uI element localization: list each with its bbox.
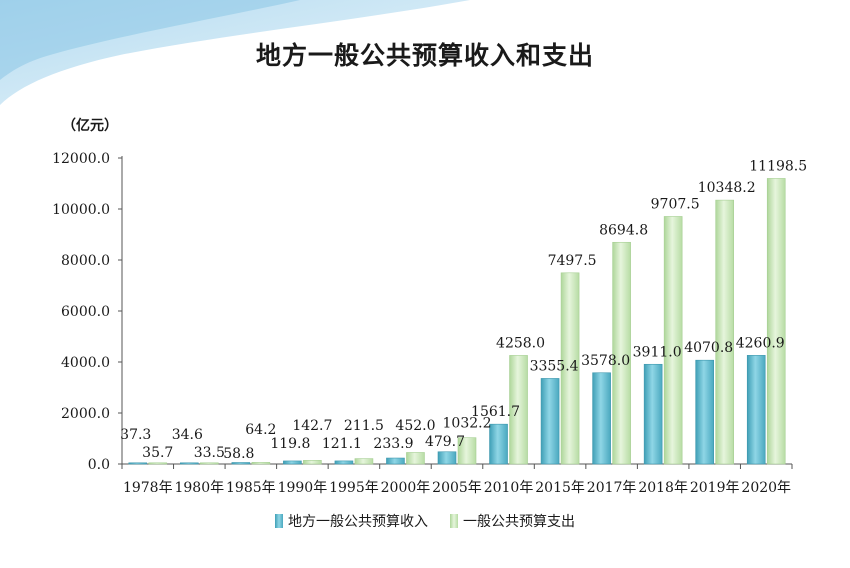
data-label-expenditure-1: 33.5 [194,445,225,461]
data-label-expenditure-7: 4258.0 [496,335,545,351]
bar-expenditure-0 [148,462,168,465]
bar-revenue-3 [283,460,302,465]
legend: 地方一般公共预算收入 一般公共预算支出 [0,511,850,531]
bar-expenditure-12 [766,178,786,465]
bar-expenditure-3 [303,460,322,465]
data-label-revenue-6: 479.7 [425,434,465,450]
data-label-revenue-11: 4070.8 [684,340,733,356]
x-tick-label: 1980年 [174,480,224,496]
data-label-expenditure-8: 7497.5 [548,253,597,269]
bar-expenditure-1 [200,462,219,465]
data-label-expenditure-12: 11198.5 [749,158,807,174]
data-label-expenditure-9: 8694.8 [599,222,648,238]
data-label-expenditure-2: 64.2 [245,422,276,438]
x-tick-label: 2018年 [638,480,688,496]
x-tick-label: 2017年 [587,480,637,496]
data-label-revenue-8: 3355.4 [530,358,579,374]
bar-revenue-7 [489,423,508,465]
bar-revenue-4 [334,460,354,465]
y-tick-label: 12000.0 [52,151,110,167]
bar-revenue-9 [592,372,611,465]
y-tick-label: 8000.0 [61,253,110,269]
bar-expenditure-4 [354,458,374,465]
data-label-expenditure-3: 142.7 [292,418,332,434]
data-label-revenue-9: 3578.0 [581,353,630,369]
data-label-revenue-5: 233.9 [373,436,413,452]
x-tick-label: 1978年 [123,480,173,496]
bar-revenue-11 [695,359,714,465]
legend-swatch-expenditure [450,514,458,528]
y-tick-label: 2000.0 [61,406,110,422]
decorative-corner-wave [0,0,470,105]
bar-revenue-5 [386,457,405,465]
x-tick-label: 2010年 [484,480,534,496]
x-tick-label: 2005年 [432,480,482,496]
data-label-expenditure-4: 211.5 [344,418,384,434]
y-tick-label: 6000.0 [61,304,110,320]
data-label-expenditure-11: 10348.2 [698,180,756,196]
bar-expenditure-7 [509,355,528,465]
bar-revenue-0 [128,462,148,465]
legend-item-expenditure: 一般公共预算支出 [450,511,575,531]
bar-expenditure-5 [406,452,425,465]
bar-revenue-1 [180,462,199,465]
data-label-revenue-3: 119.8 [270,436,310,452]
data-label-revenue-4: 121.1 [322,436,362,452]
bar-revenue-8 [540,378,560,465]
chart-title: 地方一般公共预算收入和支出 [255,41,594,70]
x-tick-label: 2019年 [690,480,740,496]
y-tick-label: 10000.0 [52,202,110,218]
bar-revenue-6 [437,451,457,465]
x-tick-label: 1990年 [278,480,328,496]
x-tick-label: 1985年 [226,480,276,496]
y-tick-label: 0.0 [88,457,110,473]
x-tick-label: 1995年 [329,480,379,496]
x-tick-label: 2020年 [741,480,791,496]
x-tick-label: 2000年 [381,480,431,496]
data-label-expenditure-6: 1032.2 [443,416,492,432]
bar-revenue-10 [643,363,663,465]
unit-label: （亿元） [62,118,118,134]
data-label-revenue-1: 34.6 [172,427,203,443]
bar-expenditure-2 [251,462,271,465]
data-label-revenue-7: 1561.7 [471,404,520,420]
y-tick-label: 4000.0 [61,355,110,371]
bar-revenue-12 [746,355,766,465]
legend-label-expenditure: 一般公共预算支出 [463,514,575,530]
x-tick-label: 2015年 [535,480,585,496]
data-label-revenue-2: 58.8 [223,446,254,462]
bar-expenditure-9 [612,241,631,465]
data-label-expenditure-5: 452.0 [395,418,435,434]
data-label-expenditure-10: 9707.5 [651,196,700,212]
data-label-revenue-12: 4260.9 [736,335,785,351]
bar-revenue-2 [231,462,251,465]
legend-swatch-revenue [275,514,283,528]
legend-item-revenue: 地方一般公共预算收入 [275,511,428,531]
bar-expenditure-10 [663,216,683,465]
data-label-revenue-10: 3911.0 [633,344,682,360]
bar-expenditure-11 [715,199,734,465]
bar-expenditure-6 [457,437,477,465]
legend-label-revenue: 地方一般公共预算收入 [288,514,428,530]
data-label-revenue-0: 37.3 [120,427,151,443]
bar-expenditure-8 [560,272,580,465]
data-label-expenditure-0: 35.7 [142,445,173,461]
